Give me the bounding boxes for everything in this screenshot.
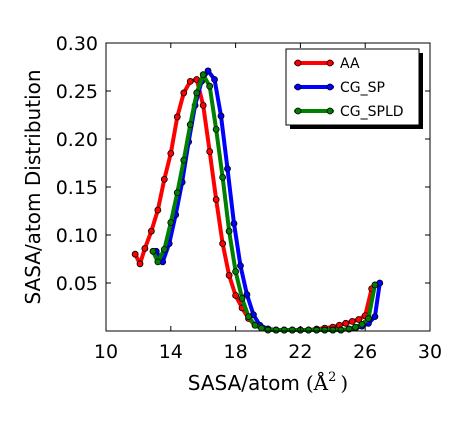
data-point	[160, 245, 168, 253]
data-point	[321, 326, 329, 334]
data-point	[225, 271, 233, 279]
x-tick-label: 30	[418, 341, 442, 363]
legend: AA CG_SP CG_SPLD	[285, 48, 423, 129]
data-point	[149, 247, 157, 255]
data-point	[212, 196, 220, 203]
data-point	[348, 317, 356, 325]
x-tick-label: 14	[159, 341, 183, 363]
data-point	[211, 76, 218, 83]
legend-items: AA CG_SP CG_SPLD	[294, 56, 404, 120]
data-point	[272, 326, 280, 334]
y-tick-label: 0.15	[56, 177, 98, 199]
data-point	[352, 323, 359, 331]
legend-marker	[294, 83, 302, 91]
y-tick-label: 0.30	[56, 33, 98, 55]
data-point	[173, 189, 181, 197]
data-point	[365, 315, 372, 322]
x-tick-label: 22	[288, 341, 312, 363]
series-cg-spld	[149, 71, 379, 334]
data-point	[219, 240, 227, 248]
data-point	[180, 89, 188, 97]
data-point	[251, 321, 259, 329]
data-point	[199, 71, 207, 79]
data-point	[280, 326, 288, 334]
data-point	[180, 156, 188, 164]
data-point	[243, 291, 251, 298]
data-point	[232, 292, 240, 299]
data-point	[337, 326, 345, 334]
data-point	[154, 206, 162, 214]
data-point	[371, 313, 379, 321]
y-axis-label: SASA/atom Distribution	[21, 69, 45, 304]
y-axis-ticks: 0.05 0.10 0.15 0.20 0.25 0.30	[56, 33, 430, 295]
data-point	[245, 313, 252, 321]
data-point	[147, 227, 155, 235]
data-point	[154, 258, 162, 266]
data-point	[199, 102, 207, 109]
data-point	[264, 326, 272, 334]
data-point	[136, 260, 144, 268]
legend-label: CG_SPLD	[340, 104, 404, 120]
data-point	[141, 245, 149, 252]
data-point	[131, 250, 139, 258]
x-axis-label-unit-sup: 2	[328, 370, 336, 385]
data-point	[193, 89, 201, 97]
data-point	[358, 320, 366, 328]
data-point	[225, 227, 233, 235]
data-point	[230, 220, 238, 227]
series-layer	[131, 67, 384, 334]
data-point	[238, 294, 246, 302]
data-point	[305, 326, 312, 334]
y-tick-label: 0.05	[56, 273, 98, 295]
x-axis-label: SASA/atom (Å2)	[188, 370, 348, 395]
data-point	[219, 173, 227, 181]
data-point	[186, 121, 194, 128]
data-point	[167, 219, 175, 226]
data-point	[224, 165, 231, 173]
data-point	[371, 281, 379, 289]
data-point	[167, 149, 175, 157]
data-point	[355, 316, 363, 323]
x-axis-label-text: SASA/atom	[188, 371, 300, 395]
x-axis-label-unit-close: )	[340, 371, 348, 395]
data-point	[173, 113, 181, 121]
legend-marker	[326, 107, 334, 115]
legend-label: CG_SP	[340, 80, 385, 96]
data-point	[204, 67, 212, 75]
data-point	[217, 112, 225, 120]
y-tick-label: 0.20	[56, 129, 98, 151]
data-point	[206, 82, 214, 90]
data-point	[206, 148, 214, 155]
data-point	[232, 268, 240, 275]
legend-marker	[326, 59, 334, 67]
legend-marker	[326, 83, 334, 91]
data-point	[342, 319, 350, 327]
data-point	[237, 262, 244, 270]
x-tick-label: 10	[94, 341, 118, 363]
data-point	[160, 175, 168, 183]
x-axis-label-unit: (Å	[306, 370, 329, 395]
data-point	[186, 78, 194, 85]
data-point	[313, 326, 321, 334]
data-point	[212, 125, 220, 133]
data-point	[329, 326, 337, 334]
x-axis-ticks: 10 14 18 22 26 30	[94, 43, 442, 363]
x-tick-label: 26	[353, 341, 377, 363]
data-point	[288, 326, 296, 334]
legend-marker	[294, 59, 302, 67]
legend-label: AA	[340, 56, 360, 72]
y-tick-label: 0.10	[56, 225, 98, 247]
y-tick-label: 0.25	[56, 81, 98, 103]
x-tick-label: 18	[224, 341, 248, 363]
data-point	[258, 324, 265, 332]
legend-marker	[294, 107, 302, 115]
